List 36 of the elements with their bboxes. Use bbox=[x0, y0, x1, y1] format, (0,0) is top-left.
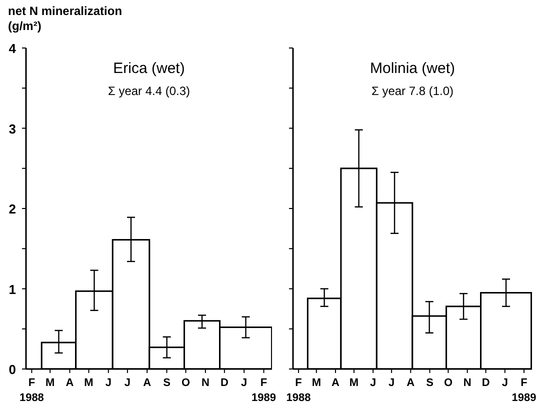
x-tick-label: S bbox=[426, 377, 434, 389]
x-tick-label: A bbox=[332, 377, 340, 389]
text: Σ year 7.8 (1.0) bbox=[370, 84, 455, 98]
text: Molinia (wet) bbox=[368, 60, 456, 77]
x-tick-label: J bbox=[241, 377, 248, 389]
x-tick-label: O bbox=[444, 377, 453, 389]
x-tick-label: N bbox=[463, 377, 472, 389]
x-tick-label: S bbox=[163, 377, 170, 389]
x-tick-label: M bbox=[84, 377, 94, 389]
x-tick-label: F 1988 bbox=[286, 377, 311, 404]
x-tick-label: J bbox=[105, 377, 112, 389]
x-tick-label: J bbox=[388, 377, 395, 389]
x-tick-label: A bbox=[406, 377, 415, 389]
x-tick-label: J bbox=[124, 377, 131, 389]
x-tick-label: M bbox=[46, 377, 55, 389]
text: Σ year 4.4 (0.3) bbox=[106, 84, 192, 98]
text: Erica (wet) bbox=[112, 60, 186, 77]
x-tick-label: D bbox=[482, 377, 490, 389]
y-tick-label: 0 bbox=[8, 362, 16, 377]
x-tick-label: N bbox=[201, 377, 210, 389]
x-tick-label: F 1988 bbox=[19, 377, 44, 404]
y-tick-label: 4 bbox=[8, 41, 17, 56]
x-tick-label: M bbox=[349, 377, 359, 389]
y-tick-label: 2 bbox=[8, 202, 16, 216]
y-tick-label: 3 bbox=[8, 121, 16, 136]
y-axis-title: net N mineralization (g/m²) bbox=[8, 4, 122, 34]
x-tick-label: J bbox=[502, 377, 508, 389]
y-tick-label: 1 bbox=[8, 282, 16, 297]
x-tick-label: A bbox=[66, 377, 74, 389]
x-tick-label: A bbox=[143, 377, 152, 389]
x-tick-label: D bbox=[220, 377, 228, 389]
x-tick-label: O bbox=[181, 377, 190, 389]
x-tick-label: J bbox=[370, 377, 376, 389]
x-tick-label: F 1989 bbox=[252, 377, 276, 404]
x-tick-label: F 1989 bbox=[512, 377, 536, 404]
x-tick-label: M bbox=[312, 377, 321, 389]
